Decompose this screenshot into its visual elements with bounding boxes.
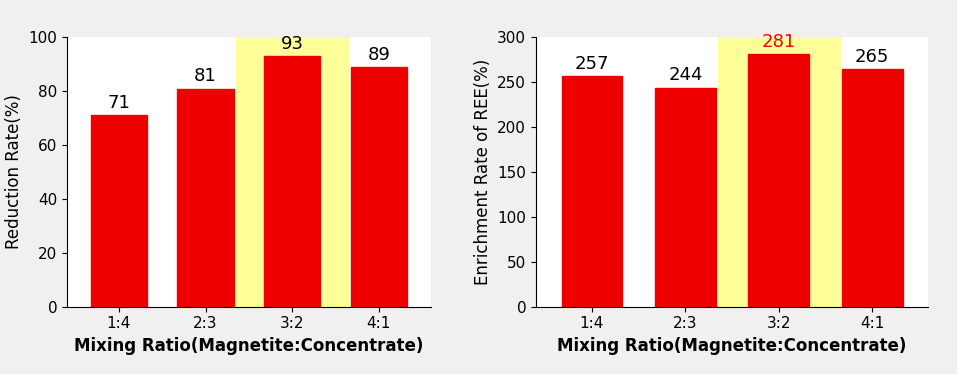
Text: 265: 265 <box>855 47 889 65</box>
Bar <box>91 116 147 307</box>
Text: 93: 93 <box>280 35 303 53</box>
Text: 257: 257 <box>575 55 610 73</box>
Text: 81: 81 <box>194 67 217 85</box>
Bar <box>655 88 716 307</box>
X-axis label: Mixing Ratio(Magnetite:Concentrate): Mixing Ratio(Magnetite:Concentrate) <box>74 337 424 355</box>
Text: 281: 281 <box>762 33 796 51</box>
Bar <box>264 56 321 307</box>
Bar <box>177 89 234 307</box>
Text: 89: 89 <box>367 46 390 64</box>
Text: 244: 244 <box>668 67 702 85</box>
X-axis label: Mixing Ratio(Magnetite:Concentrate): Mixing Ratio(Magnetite:Concentrate) <box>557 337 907 355</box>
Text: 71: 71 <box>107 94 130 112</box>
Y-axis label: Enrichment Rate of REE(%): Enrichment Rate of REE(%) <box>474 59 492 285</box>
Y-axis label: Reduction Rate(%): Reduction Rate(%) <box>5 95 23 249</box>
Bar <box>842 69 902 307</box>
Bar <box>350 67 407 307</box>
Bar <box>235 37 348 307</box>
Bar <box>718 37 839 307</box>
Bar <box>748 55 810 307</box>
Bar <box>562 76 622 307</box>
